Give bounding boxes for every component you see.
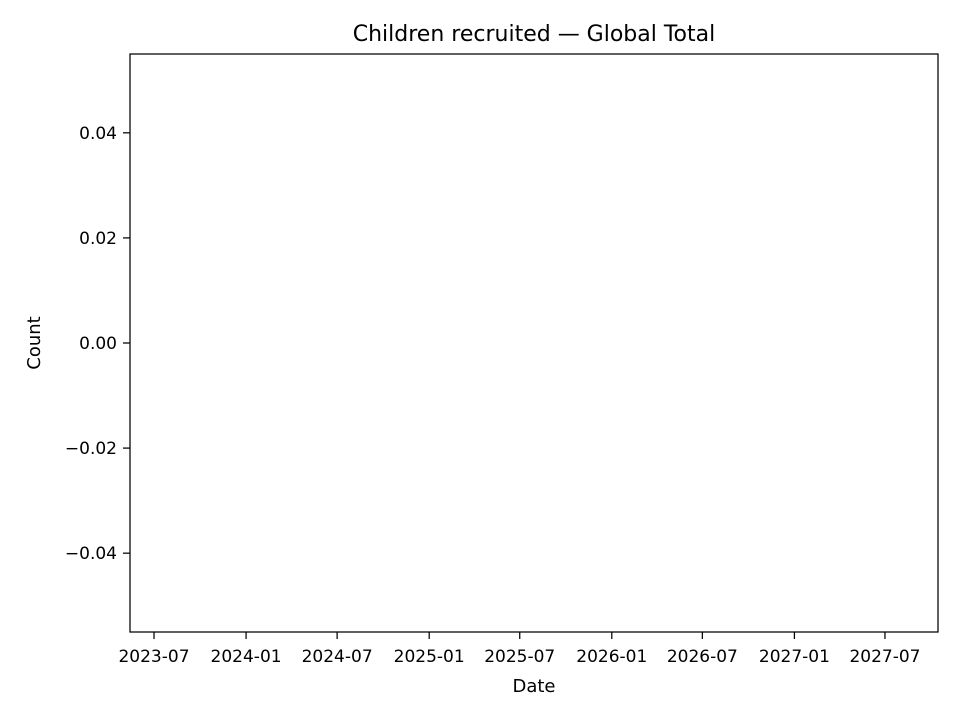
x-axis-label: Date (512, 676, 555, 697)
y-tick-label: −0.04 (65, 544, 117, 564)
x-tick-label: 2025-07 (484, 647, 555, 667)
x-axis: 2023-07 2024-01 2024-07 2025-01 2025-07 2026-… (118, 632, 920, 667)
x-tick-label: 2023-07 (118, 647, 189, 667)
x-tick-label: 2024-07 (302, 647, 373, 667)
x-tick-label: 2024-01 (211, 647, 282, 667)
plot-frame (129, 53, 939, 633)
x-tick-label: 2026-01 (576, 647, 647, 667)
y-tick-label: 0.02 (79, 229, 117, 249)
x-tick-label: 2027-01 (759, 647, 830, 667)
y-axis: 0.04 0.02 0.00 −0.02 −0.04 (65, 124, 130, 564)
y-tick-label: 0.04 (79, 124, 117, 144)
plot-area (129, 53, 939, 633)
x-tick-label: 2025-01 (394, 647, 465, 667)
x-tick-label: 2027-07 (849, 647, 920, 667)
chart-title: Children recruited — Global Total (353, 22, 715, 47)
y-axis-label: Count (24, 316, 45, 369)
y-tick-label: 0.00 (79, 334, 117, 354)
y-tick-label: −0.02 (65, 439, 117, 459)
x-tick-label: 2026-07 (667, 647, 738, 667)
